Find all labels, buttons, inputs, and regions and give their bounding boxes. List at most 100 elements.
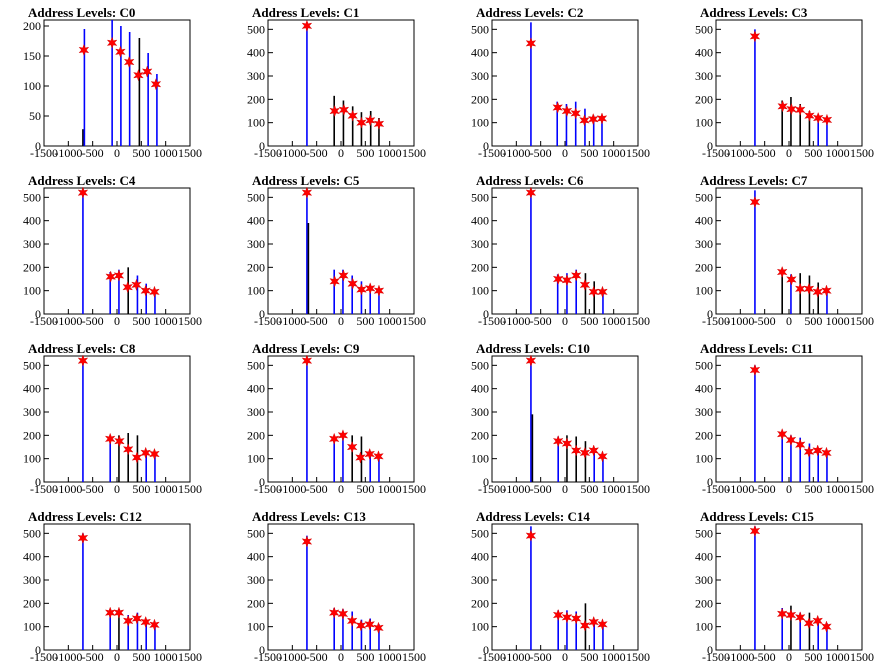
peak-marker <box>141 65 153 78</box>
chart-title: Address Levels: C4 <box>28 173 136 188</box>
plot-frame <box>715 523 863 651</box>
peak-marker <box>786 103 797 116</box>
chart-title: Address Levels: C12 <box>28 509 142 524</box>
y-tick-label: 0 <box>483 475 489 489</box>
y-tick-label: 300 <box>247 69 265 83</box>
y-tick-label: 500 <box>247 358 265 372</box>
x-tick-label: -1000 <box>502 314 530 328</box>
y-tick-label: 400 <box>23 214 41 228</box>
peak-marker <box>131 451 143 464</box>
y-tick-label: 400 <box>247 382 265 396</box>
x-tick-label: 500 <box>356 314 374 328</box>
peak-marker <box>786 273 797 286</box>
y-tick-label: 100 <box>695 284 713 298</box>
peak-marker <box>821 113 833 126</box>
x-tick-label: 1500 <box>178 146 202 160</box>
chart-panel: Address Levels: C4 0 100 200 300 400 500 -1500-… <box>0 168 224 336</box>
y-tick-label: 300 <box>695 405 713 419</box>
peak-marker <box>373 284 385 297</box>
x-tick-label: 1000 <box>154 314 178 328</box>
y-tick-label: 200 <box>695 260 713 274</box>
peak-marker <box>749 195 761 209</box>
x-tick-label: -1000 <box>726 482 754 496</box>
x-tick-label: -1500 <box>478 650 506 664</box>
x-tick-label: 1000 <box>826 650 850 664</box>
histogram-plot: 0 100 200 300 400 500 -1500-1000 -500 0 500 1000 15… <box>471 523 650 664</box>
x-tick-label: -1000 <box>54 146 82 160</box>
y-tick-label: 100 <box>471 116 489 130</box>
peak-marker <box>346 440 358 454</box>
y-tick-label: 500 <box>471 526 489 540</box>
y-tick-label: 100 <box>471 620 489 634</box>
histogram-plot: 0 100 200 300 400 500 -1500-1000 -500 0 500 1000 15… <box>23 354 202 496</box>
x-tick-label: -500 <box>306 146 328 160</box>
x-tick-label: -1500 <box>478 146 506 160</box>
peak-marker <box>821 284 832 297</box>
x-tick-label: 1000 <box>378 314 402 328</box>
x-tick-label: -500 <box>754 650 776 664</box>
y-tick-label: 0 <box>35 139 41 153</box>
y-tick-label: 500 <box>23 358 41 372</box>
chart-panel: Address Levels: C1 0 100 200 300 400 500 -1500-… <box>224 0 448 168</box>
peak-marker <box>776 607 788 620</box>
peak-marker <box>329 104 340 118</box>
x-tick-label: -1500 <box>702 482 730 496</box>
y-tick-label: 500 <box>23 526 41 540</box>
x-tick-label: -500 <box>82 146 104 160</box>
y-tick-label: 0 <box>483 643 489 657</box>
peak-marker <box>131 612 143 625</box>
plot-frame <box>43 355 191 483</box>
y-tick-label: 400 <box>247 46 265 60</box>
chart-title: Address Levels: C14 <box>476 509 590 524</box>
chart-panel: Address Levels: C14 0 100 200 300 400 500 -1500… <box>448 504 672 672</box>
x-tick-label: -1500 <box>30 314 58 328</box>
x-tick-label: 0 <box>562 146 568 160</box>
y-tick-label: 300 <box>471 69 489 83</box>
chart-panel: Address Levels: C7 0 100 200 300 400 500 -1500-… <box>672 168 896 336</box>
chart-panel: Address Levels: C0 0 50 100 150 200 -1500 -1000… <box>0 0 224 168</box>
x-tick-label: 500 <box>580 482 598 496</box>
peak-marker <box>356 283 367 296</box>
x-tick-label: 0 <box>338 482 344 496</box>
x-tick-label: 1500 <box>402 650 426 664</box>
plot-frame <box>715 19 863 147</box>
y-tick-label: 400 <box>471 550 489 564</box>
x-tick-label: 1000 <box>154 482 178 496</box>
peak-marker <box>570 612 582 625</box>
peak-marker <box>570 107 581 120</box>
peak-marker <box>812 614 824 627</box>
x-tick-label: 0 <box>562 650 568 664</box>
chart-title: Address Levels: C1 <box>252 5 360 20</box>
plot-frame <box>267 523 415 651</box>
peak-marker <box>364 282 376 295</box>
peak-marker <box>821 620 832 633</box>
y-tick-label: 500 <box>471 190 489 204</box>
x-tick-label: 1500 <box>178 650 202 664</box>
y-tick-label: 100 <box>23 284 41 298</box>
peak-marker <box>803 282 815 295</box>
peak-marker <box>821 446 832 459</box>
y-tick-label: 200 <box>695 428 713 442</box>
plot-frame <box>267 187 415 315</box>
y-tick-label: 100 <box>695 116 713 130</box>
y-tick-label: 500 <box>695 358 713 372</box>
x-tick-label: 1500 <box>850 482 874 496</box>
x-tick-label: 1000 <box>826 482 850 496</box>
x-tick-label: 0 <box>786 314 792 328</box>
y-tick-label: 500 <box>247 526 265 540</box>
chart-title: Address Levels: C3 <box>700 5 808 20</box>
y-tick-label: 500 <box>695 22 713 36</box>
peak-marker <box>570 444 582 457</box>
x-tick-label: 1000 <box>602 482 626 496</box>
peak-marker <box>579 446 591 459</box>
plot-frame <box>491 355 639 483</box>
y-tick-label: 200 <box>23 260 41 274</box>
x-tick-label: 1000 <box>154 650 178 664</box>
y-tick-label: 0 <box>35 307 41 321</box>
histogram-plot: 0 100 200 300 400 500 -1500-1000 -500 0 500 1000 15… <box>247 19 426 160</box>
x-tick-label: 500 <box>804 146 822 160</box>
peak-marker <box>579 619 591 632</box>
y-tick-label: 300 <box>695 573 713 587</box>
plot-frame <box>43 19 191 147</box>
peak-marker <box>328 432 340 445</box>
